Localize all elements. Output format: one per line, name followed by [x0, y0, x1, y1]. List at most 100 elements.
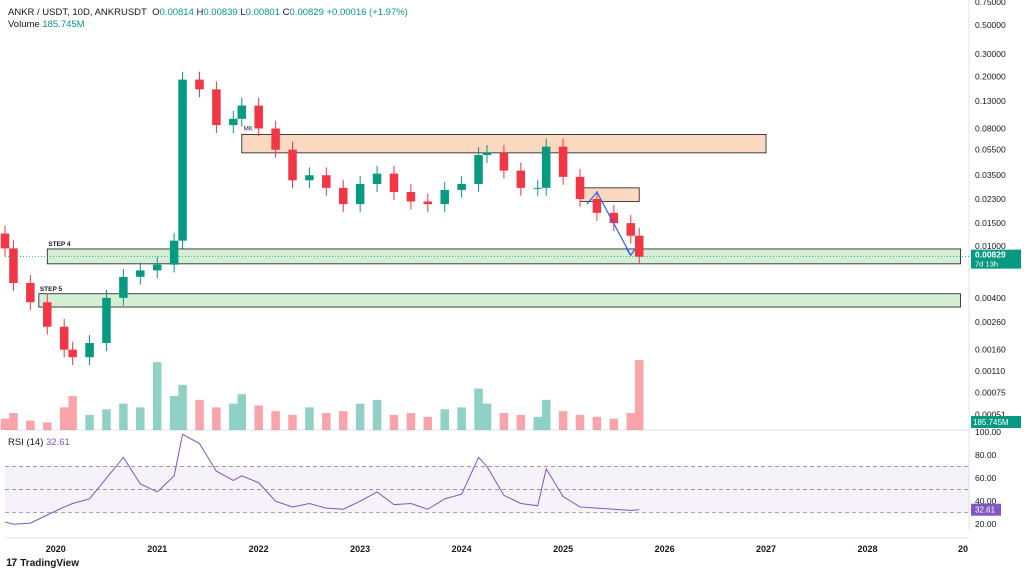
candle	[516, 170, 526, 188]
change-value: +0.00016 (+1.97%)	[326, 7, 408, 18]
tradingview-logo-mark: 17	[6, 557, 17, 569]
candle	[389, 173, 399, 193]
chart-header: ANKR / USDT, 10D, ANKRUSDT O0.00814 H0.0…	[8, 7, 408, 18]
candle	[372, 173, 382, 184]
candle	[338, 187, 348, 205]
candle	[169, 240, 179, 265]
volume-bar	[68, 396, 77, 430]
volume-bar	[0, 418, 10, 430]
candle	[541, 146, 551, 188]
low-label: L	[240, 7, 246, 18]
candle	[9, 248, 18, 284]
last-price-badge	[971, 249, 1021, 269]
rsi-tick-label: 80.00	[975, 450, 997, 460]
tradingview-logo[interactable]: 17 TradingView	[6, 557, 79, 569]
volume-bar	[322, 413, 331, 430]
volume-bar	[474, 388, 483, 430]
candle	[499, 152, 509, 171]
candle	[59, 326, 69, 350]
price-tick-label: 0.00110	[975, 366, 1005, 376]
time-tick-label: 20	[958, 544, 968, 554]
price-tick-label: 0.01000	[975, 241, 1006, 251]
candle	[482, 152, 492, 156]
candle	[152, 264, 162, 271]
price-tick-label: 0.50000	[975, 20, 1006, 30]
countdown-label: 7d 13h	[975, 260, 998, 269]
rsi-tick-label: 60.00	[975, 473, 997, 483]
volume-bar	[288, 414, 297, 430]
volume-bar	[440, 409, 449, 430]
zone-label: STEP 5	[40, 286, 63, 293]
volume-bar	[541, 399, 551, 430]
last-price-label: 0.00829	[975, 250, 1006, 260]
rsi-tick-label: 20.00	[975, 519, 997, 529]
volume-bar	[457, 407, 466, 430]
rsi-badge	[971, 503, 1001, 516]
close-label: C	[282, 7, 290, 18]
price-tick-label: 0.00075	[975, 387, 1006, 397]
candle	[271, 128, 280, 150]
rsi-label[interactable]: RSI (14)	[8, 437, 44, 448]
volume-bar	[43, 422, 52, 430]
candle	[178, 79, 187, 241]
rsi-tick-label: 40.00	[975, 496, 997, 506]
candle	[558, 146, 568, 177]
volume-bar	[626, 413, 636, 430]
rsi-badge-label: 32.61	[975, 506, 996, 515]
volume-bar	[558, 411, 568, 430]
price-tick-label: 0.02300	[975, 194, 1006, 204]
candle	[440, 189, 449, 205]
time-tick-label: 2024	[452, 544, 472, 554]
volume-bar	[609, 418, 619, 430]
volume-bar	[355, 403, 365, 430]
candle	[119, 276, 128, 298]
volume-bar	[178, 384, 187, 430]
rsi-value: 32.61	[46, 437, 70, 448]
volume-bar	[119, 403, 128, 430]
candle	[533, 187, 542, 189]
rsi-band	[5, 466, 969, 513]
low-value: 0.00801	[245, 7, 280, 18]
candle	[355, 183, 365, 205]
candle	[254, 105, 263, 129]
volume-bar	[59, 407, 69, 430]
candle	[423, 201, 433, 205]
time-tick-label: 2027	[756, 544, 776, 554]
price-tick-label: 0.00260	[975, 317, 1006, 327]
rsi-header: RSI (14) 32.61	[8, 437, 70, 448]
resistance-zone	[579, 187, 640, 202]
volume-bar	[195, 399, 204, 430]
zone-label: STEP 4	[48, 241, 71, 248]
volume-bar	[634, 360, 644, 430]
time-tick-label: 2021	[147, 544, 167, 554]
volume-badge-label: 185.745M	[973, 418, 1009, 427]
candle	[474, 155, 483, 184]
candle	[626, 223, 636, 236]
price-tick-label: 0.08000	[975, 124, 1006, 134]
volume-bar	[482, 403, 492, 430]
volume-bar	[389, 414, 399, 430]
symbol-title[interactable]: ANKR / USDT, 10D, ANKRUSDT	[8, 7, 147, 18]
rsi-line	[4, 433, 640, 525]
candle	[322, 175, 331, 188]
price-tick-label: 0.30000	[975, 49, 1006, 59]
volume-bar	[9, 413, 18, 430]
volume-badge	[971, 416, 1021, 428]
price-tick-label: 0.20000	[975, 72, 1006, 82]
price-tick-label: 0.00160	[975, 345, 1006, 355]
open-label: O	[152, 7, 160, 18]
volume-bar	[499, 413, 509, 430]
price-tick-label: 0.00051	[975, 409, 1006, 419]
mk-annotation: MK	[244, 126, 253, 132]
volume-label[interactable]: Volume	[8, 19, 40, 30]
volume-bar	[169, 396, 179, 430]
volume-bar	[305, 407, 314, 430]
volume-bar	[423, 416, 433, 430]
high-value: 0.00839	[203, 7, 238, 18]
candle	[575, 176, 585, 199]
candle	[195, 79, 204, 90]
tradingview-name: TradingView	[20, 557, 79, 569]
volume-bar	[516, 414, 526, 430]
volume-bar	[229, 403, 238, 430]
